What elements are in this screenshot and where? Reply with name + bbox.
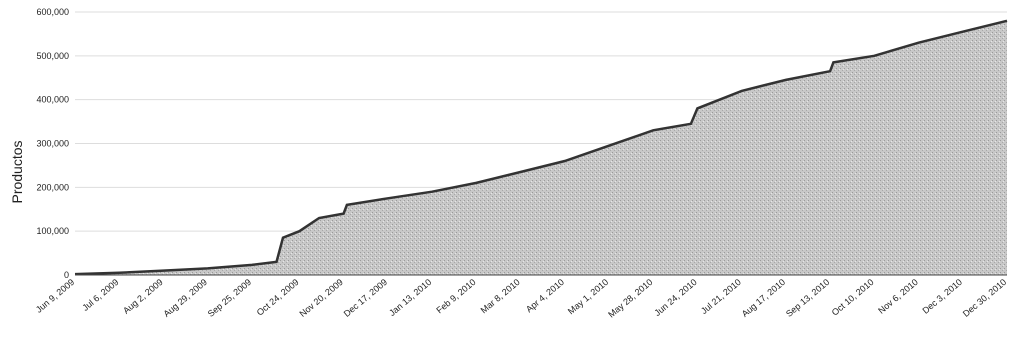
x-tick-label: Dec 30, 2010: [961, 277, 1008, 319]
y-tick-label: 0: [64, 270, 69, 280]
x-tick-label: Nov 20, 2009: [297, 277, 344, 319]
x-tick-label: Feb 9, 2010: [434, 277, 477, 316]
x-tick-label: Apr 4, 2010: [524, 277, 566, 315]
y-axis-label: Productos: [9, 140, 25, 203]
y-axis: 0 100,000 200,000 300,000 400,000 500,000 600,…: [36, 7, 69, 280]
y-tick-label: 300,000: [36, 139, 69, 149]
x-tick-label: Jan 13, 2010: [387, 277, 433, 318]
area-fill: [75, 20, 1007, 275]
x-tick-label: Dec 3, 2010: [920, 277, 964, 316]
x-tick-label: Jun 9, 2009: [34, 277, 76, 315]
area-series: [74, 19, 1008, 276]
x-tick-label: Oct 10, 2010: [830, 277, 876, 318]
x-tick-label: Aug 17, 2010: [740, 277, 787, 319]
x-tick-label: Jun 24, 2010: [652, 277, 698, 318]
y-tick-label: 100,000: [36, 226, 69, 236]
x-tick-label: Mar 8, 2010: [479, 277, 522, 316]
y-tick-label: 400,000: [36, 95, 69, 105]
y-tick-label: 500,000: [36, 51, 69, 61]
x-tick-label: Oct 24, 2009: [255, 277, 301, 318]
x-tick-label: Sep 25, 2009: [206, 277, 253, 319]
y-tick-label: 200,000: [36, 182, 69, 192]
series-line: [74, 19, 1008, 276]
x-tick-label: Jul 21, 2010: [699, 277, 743, 316]
x-tick-label: May 1, 2010: [566, 277, 610, 316]
x-tick-label: Sep 13, 2010: [784, 277, 831, 319]
y-tick-label: 600,000: [36, 7, 69, 17]
x-tick-label: Dec 17, 2009: [342, 277, 389, 319]
x-tick-label: May 28, 2010: [606, 277, 654, 320]
x-tick-label: Jul 6, 2009: [80, 277, 120, 313]
x-tick-label: Aug 29, 2009: [162, 277, 209, 319]
x-tick-label: Nov 6, 2010: [876, 277, 920, 316]
x-tick-label: Aug 2, 2009: [121, 277, 165, 316]
